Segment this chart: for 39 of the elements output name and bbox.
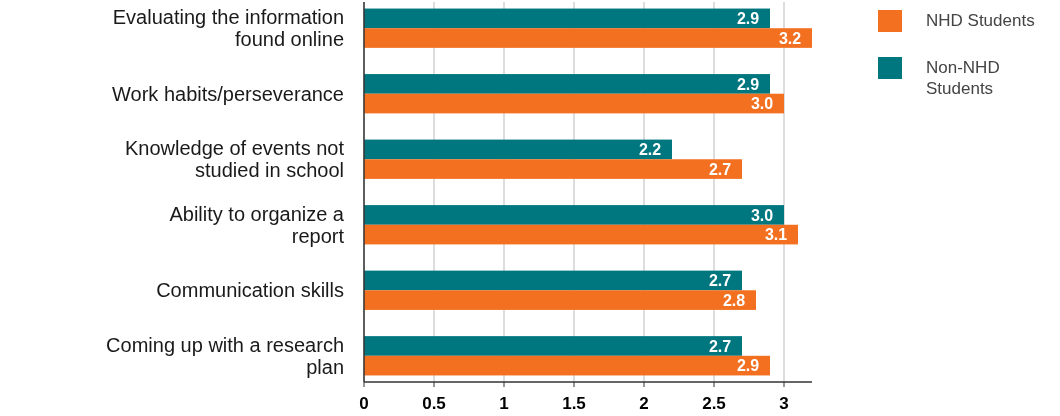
x-tick-label: 2.5 — [702, 394, 726, 413]
data-label: 2.7 — [708, 337, 732, 355]
x-tick-label: 2 — [639, 394, 649, 413]
y-tick-label: Ability to organize a report — [169, 202, 345, 247]
data-label: 3.0 — [750, 95, 774, 113]
data-label: 2.2 — [638, 141, 662, 159]
bar — [364, 355, 770, 376]
y-tick-label: Communication skills — [156, 279, 344, 302]
data-label: 3.1 — [764, 226, 788, 244]
data-label: 3.2 — [778, 29, 802, 47]
data-label: 2.8 — [722, 291, 746, 309]
data-label: 2.7 — [708, 272, 732, 290]
data-label: 2.9 — [736, 10, 760, 28]
y-tick-label: Evaluating the information found online — [112, 6, 344, 51]
bar — [364, 8, 770, 29]
x-tick-label: 1 — [499, 394, 509, 413]
bar — [364, 28, 812, 48]
bar — [364, 336, 742, 356]
data-label: 2.9 — [736, 357, 760, 375]
bar — [364, 159, 742, 179]
bar — [364, 93, 784, 114]
x-tick-label: 0 — [359, 394, 369, 413]
bar — [364, 224, 798, 245]
bar — [364, 74, 770, 94]
y-tick-label: Coming up with a research plan — [106, 333, 344, 378]
legend-label: Non-NHD Students — [926, 58, 1000, 98]
y-tick-label: Work habits/perseverance — [112, 82, 344, 105]
legend-label: NHD Students — [926, 11, 1035, 30]
bar — [364, 139, 672, 160]
data-label: 2.9 — [736, 75, 760, 93]
bar — [364, 290, 756, 310]
data-label: 2.7 — [708, 160, 732, 178]
x-tick-label: 0.5 — [422, 394, 446, 413]
bar — [364, 270, 742, 291]
data-label: 3.0 — [750, 206, 774, 224]
x-tick-label: 1.5 — [562, 394, 586, 413]
bar — [364, 205, 784, 225]
x-tick-label: 3 — [779, 394, 789, 413]
y-tick-label: Knowledge of events not studied in school — [124, 137, 345, 182]
